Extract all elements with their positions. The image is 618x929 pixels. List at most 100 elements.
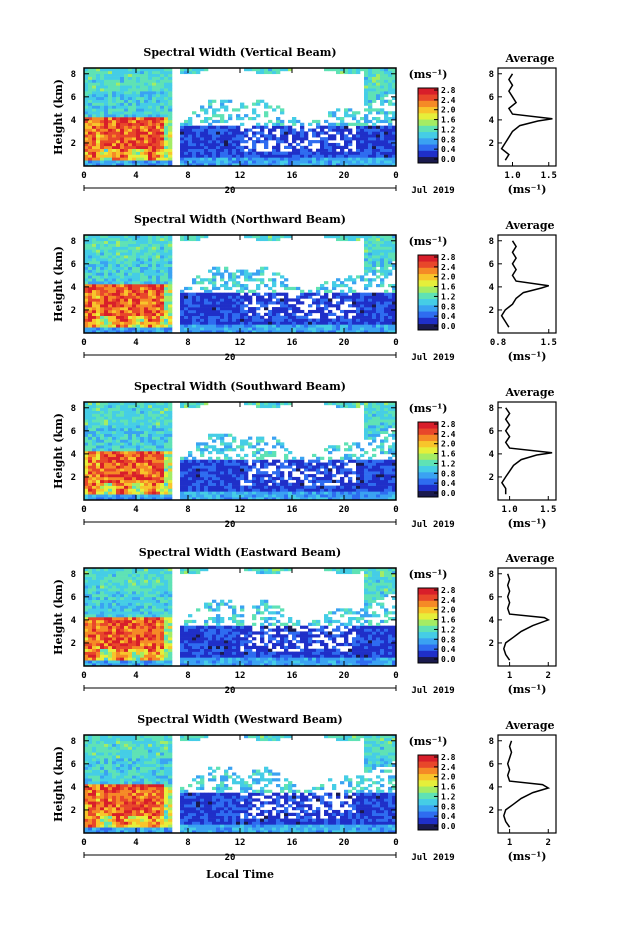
- heatmap-cell: [384, 255, 389, 259]
- heatmap-cell: [392, 151, 397, 155]
- heatmap-cell: [148, 76, 153, 80]
- heatmap-cell: [384, 114, 389, 118]
- heatmap-cell: [204, 327, 209, 331]
- heatmap-cell: [268, 235, 273, 239]
- heatmap-cell: [140, 462, 145, 466]
- heatmap-cell: [192, 131, 197, 135]
- heatmap-cell: [92, 295, 97, 299]
- heatmap-cell: [128, 263, 133, 267]
- heatmap-cell: [276, 442, 281, 446]
- heatmap-cell: [104, 122, 109, 126]
- heatmap-cell: [324, 131, 329, 135]
- heatmap-cell: [156, 422, 161, 426]
- heatmap-cell: [364, 134, 369, 138]
- heatmap-cell: [196, 465, 201, 469]
- heatmap-cell: [332, 465, 337, 469]
- heatmap-cell: [200, 235, 205, 239]
- heatmap-cell: [144, 263, 149, 267]
- heatmap-cell: [332, 128, 337, 132]
- heatmap-cell: [340, 131, 345, 135]
- heatmap-cell: [320, 128, 325, 132]
- heatmap-cell: [320, 494, 325, 498]
- heatmap-cell: [140, 482, 145, 486]
- heatmap-cell: [160, 324, 165, 328]
- heatmap-cell: [364, 266, 369, 270]
- heatmap-cell: [236, 140, 241, 144]
- heatmap-cell: [272, 402, 277, 406]
- heatmap-cell: [184, 145, 189, 149]
- heatmap-cell: [224, 137, 229, 141]
- heatmap-cell: [92, 82, 97, 86]
- heatmap-cell: [376, 93, 381, 98]
- heatmap-cell: [140, 312, 145, 316]
- heatmap-cell: [296, 160, 301, 164]
- heatmap-cell: [240, 465, 245, 469]
- heatmap-cell: [148, 119, 153, 124]
- heatmap-cell: [336, 108, 341, 112]
- heatmap-cell: [140, 442, 145, 446]
- heatmap-cell: [256, 459, 261, 463]
- heatmap-cell: [348, 309, 353, 314]
- heatmap-cell: [228, 324, 233, 328]
- heatmap-cell: [252, 111, 257, 115]
- heatmap-cell: [144, 73, 149, 77]
- heatmap-cell: [116, 462, 121, 466]
- heatmap-cell: [332, 142, 337, 147]
- heatmap-cell: [156, 304, 161, 308]
- heatmap-cell: [260, 439, 265, 443]
- heatmap-cell: [392, 324, 397, 328]
- heatmap-cell: [280, 235, 285, 239]
- heatmap-cell: [96, 292, 101, 296]
- heatmap-cell: [244, 479, 249, 483]
- heatmap-cell: [216, 471, 221, 475]
- heatmap-cell: [168, 134, 173, 138]
- colorbar-segment: [418, 144, 438, 151]
- heatmap-cell: [100, 419, 105, 423]
- heatmap-cell: [152, 451, 157, 455]
- heatmap-cell: [96, 157, 101, 161]
- heatmap-cell: [348, 318, 353, 322]
- heatmap-cell: [324, 142, 329, 147]
- heatmap-cell: [164, 445, 169, 449]
- heatmap-cell: [136, 471, 141, 475]
- heatmap-cell: [92, 448, 97, 452]
- heatmap-cell: [120, 134, 125, 138]
- heatmap-cell: [100, 407, 105, 411]
- heatmap-cell: [108, 430, 113, 434]
- heatmap-cell: [96, 79, 101, 83]
- heatmap-cell: [100, 82, 105, 86]
- heatmap-cell: [280, 160, 285, 164]
- heatmap-cell: [152, 266, 157, 270]
- heatmap-cell: [336, 163, 341, 167]
- heatmap-cell: [328, 321, 333, 325]
- heatmap-cell: [236, 465, 241, 469]
- heatmap-cell: [288, 451, 293, 455]
- heatmap-cell: [96, 494, 101, 498]
- heatmap-cell: [312, 292, 317, 296]
- heatmap-cell: [84, 497, 89, 501]
- heatmap-cell: [160, 73, 165, 77]
- heatmap-cell: [168, 476, 173, 481]
- heatmap-cell: [136, 295, 141, 299]
- heatmap-cell: [300, 494, 305, 498]
- heatmap-cell: [160, 249, 165, 253]
- heatmap-cell: [280, 304, 285, 308]
- heatmap-cell: [304, 160, 309, 164]
- heatmap-cell: [256, 485, 261, 489]
- heatmap-cell: [280, 111, 285, 115]
- heatmap-cell: [108, 134, 113, 138]
- heatmap-cell: [136, 76, 141, 80]
- heatmap-cell: [164, 243, 169, 247]
- heatmap-cell: [92, 240, 97, 244]
- heatmap-cell: [168, 304, 173, 308]
- heatmap-cell: [228, 157, 233, 161]
- heatmap-cell: [132, 70, 137, 75]
- heatmap-cell: [360, 307, 365, 311]
- heatmap-cell: [92, 407, 97, 411]
- heatmap-cell: [312, 119, 317, 124]
- heatmap-cell: [116, 237, 121, 242]
- heatmap-cell: [132, 79, 137, 83]
- heatmap-cell: [284, 315, 289, 319]
- heatmap-cell: [380, 292, 385, 296]
- heatmap-cell: [204, 148, 209, 152]
